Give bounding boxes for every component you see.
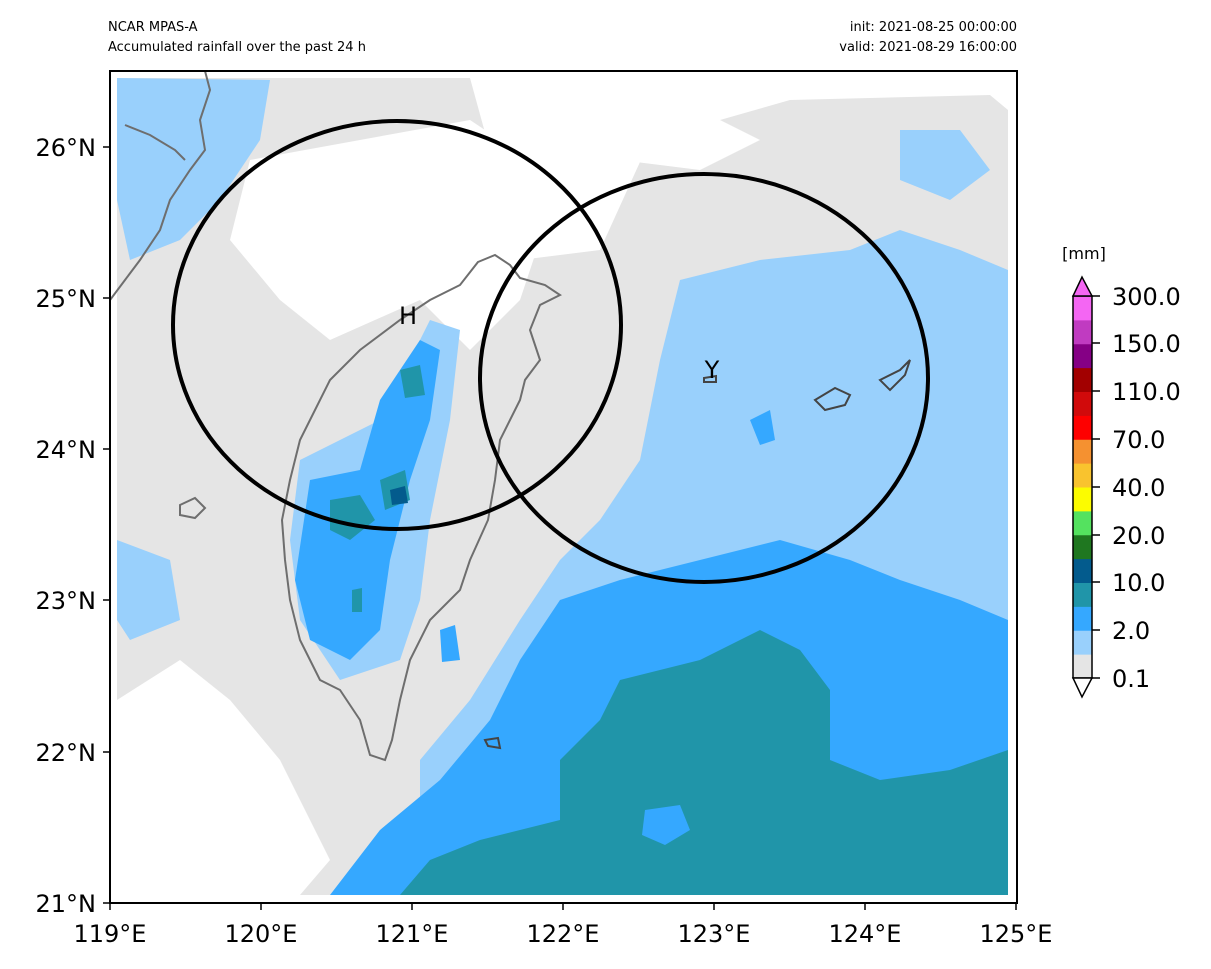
colorbar-label: 70.0 (1112, 426, 1165, 454)
rainfall-field (110, 71, 1017, 903)
colorbar-segment (1073, 391, 1092, 416)
y-tick-label: 22°N (36, 739, 97, 767)
colorbar-label: 150.0 (1112, 330, 1181, 358)
colorbar-segments (1072, 295, 1093, 679)
colorbar-upper-extend (1071, 275, 1094, 297)
colorbar-segment (1073, 367, 1092, 392)
colorbar-segment (1073, 343, 1092, 369)
colorbar-segment (1073, 558, 1092, 583)
colorbar-segment (1073, 534, 1092, 560)
china-coastline (124, 124, 186, 161)
colorbar-segment (1073, 296, 1092, 321)
rain-zone-light (117, 540, 180, 640)
rain-zone-none (117, 660, 330, 895)
colorbar-unit: [mm] (1062, 244, 1106, 263)
colorbar-segment (1073, 606, 1092, 631)
colorbar-segment (1073, 319, 1092, 345)
x-tick-label: 119°E (74, 920, 147, 948)
plot-title: Accumulated rainfall over the past 24 h (108, 40, 366, 55)
colorbar-segment (1073, 654, 1092, 679)
rain-zone-heavy (352, 588, 362, 612)
penghu-outline (179, 496, 207, 520)
island-outline (813, 386, 852, 412)
rain-zone-moderate (642, 805, 690, 845)
y-tick-label: 24°N (36, 436, 97, 464)
y-marker-label: Y (704, 356, 720, 384)
y-tick-label: 23°N (36, 587, 97, 615)
rain-zone-light (117, 78, 270, 260)
y-tick-label: 21°N (36, 890, 97, 918)
rain-zone-moderate (440, 625, 460, 662)
x-tick-label: 123°E (678, 920, 751, 948)
h-marker-label: H (399, 302, 417, 330)
colorbar-label: 40.0 (1112, 474, 1165, 502)
island-outline (483, 736, 502, 750)
colorbar-segment (1073, 510, 1092, 536)
rain-zone-moderate (295, 340, 440, 660)
x-tick-label: 121°E (376, 920, 449, 948)
h-circle (171, 119, 623, 531)
colorbar-segment (1073, 415, 1092, 440)
colorbar-label: 2.0 (1112, 617, 1150, 645)
colorbar-label: 110.0 (1112, 378, 1181, 406)
colorbar-segment (1073, 630, 1092, 655)
rain-zone-heavy (400, 630, 1008, 895)
x-axis: 119°E 120°E 121°E 122°E 123°E 124°E 125°… (74, 903, 1053, 948)
init-time: init: 2021-08-25 00:00:00 (849, 20, 1017, 35)
colorbar-label: 10.0 (1112, 569, 1165, 597)
x-tick-label: 120°E (225, 920, 298, 948)
rain-zone-moderate (750, 410, 775, 445)
y-tick-label: 26°N (36, 134, 97, 162)
colorbar-label: 0.1 (1112, 665, 1150, 693)
model-name: NCAR MPAS-A (108, 20, 198, 35)
valid-time: valid: 2021-08-29 16:00:00 (839, 40, 1017, 55)
header-left: NCAR MPAS-A Accumulated rainfall over th… (108, 18, 366, 58)
header-right: init: 2021-08-25 00:00:00 valid: 2021-08… (839, 18, 1017, 58)
colorbar-segment (1073, 439, 1092, 464)
rain-zone-heavy (400, 365, 425, 398)
x-tick-label: 124°E (829, 920, 902, 948)
taiwan-coastline (280, 253, 562, 762)
china-coastline (110, 71, 212, 301)
x-tick-label: 125°E (980, 920, 1053, 948)
colorbar-lower-extend (1071, 677, 1094, 699)
y-tick-label: 25°N (36, 285, 97, 313)
island-outline (878, 359, 911, 392)
x-tick-label: 122°E (527, 920, 600, 948)
rain-zone-none (600, 110, 760, 170)
colorbar-ticks (1092, 295, 1100, 679)
colorbar-segment (1073, 487, 1092, 512)
colorbar-label: 300.0 (1112, 283, 1181, 311)
y-circle (478, 172, 930, 584)
colorbar-segment (1073, 582, 1092, 607)
colorbar: [mm] 0.1 2.0 10.0 20.0 40.0 70.0 110.0 1… (1062, 244, 1181, 699)
rain-zone-light (900, 130, 990, 200)
colorbar-label: 20.0 (1112, 522, 1165, 550)
y-axis: 21°N 22°N 23°N 24°N 25°N 26°N (36, 134, 110, 918)
island-outline (703, 374, 717, 383)
rain-zone-none (230, 120, 560, 350)
rain-zone-very-heavy (390, 486, 408, 505)
colorbar-segment (1073, 463, 1092, 488)
